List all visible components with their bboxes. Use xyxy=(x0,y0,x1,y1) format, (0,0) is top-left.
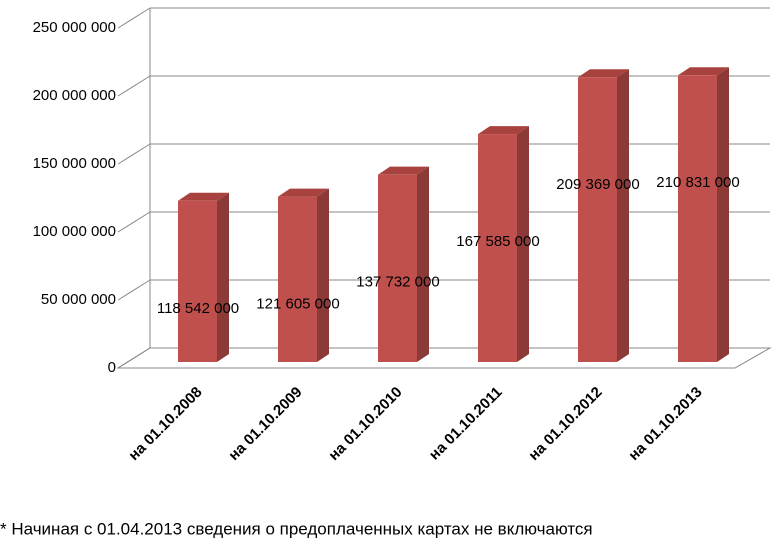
y-tick-label: 150 000 000 xyxy=(33,155,116,172)
side-grid-line xyxy=(117,279,151,301)
bar xyxy=(378,174,417,362)
bar-top xyxy=(178,192,229,201)
y-tick-label: 0 xyxy=(108,359,116,376)
x-tick-label: на 01.10.2008 xyxy=(125,384,205,464)
data-label: 118 542 000 xyxy=(157,300,239,317)
data-label: 167 585 000 xyxy=(456,233,539,250)
bar-side xyxy=(217,192,229,362)
x-tick-label: на 01.10.2009 xyxy=(225,384,305,464)
data-label: 137 732 000 xyxy=(356,274,439,291)
bar-top xyxy=(278,188,329,197)
bar-side xyxy=(717,67,729,362)
bar-side xyxy=(617,69,629,362)
bar xyxy=(278,196,317,362)
bar-side xyxy=(317,188,329,362)
side-grid-line xyxy=(117,75,151,97)
side-grid-line xyxy=(117,347,151,369)
bar xyxy=(478,134,517,362)
x-tick-label: на 01.10.2010 xyxy=(325,384,405,464)
y-tick-label: 50 000 000 xyxy=(41,291,116,308)
bar-side xyxy=(417,166,429,362)
x-tick-label: на 01.10.2012 xyxy=(525,384,605,464)
bar-top xyxy=(578,69,629,78)
x-tick-label: на 01.10.2011 xyxy=(426,384,506,464)
bar-top xyxy=(678,67,729,76)
data-label: 210 831 000 xyxy=(656,174,739,191)
bar xyxy=(178,200,217,362)
data-label: 209 369 000 xyxy=(556,176,639,193)
footnote: * Начиная с 01.04.2013 сведения о предоп… xyxy=(0,519,593,538)
y-tick-label: 200 000 000 xyxy=(33,87,116,104)
side-grid-line xyxy=(117,7,151,29)
data-label: 121 605 000 xyxy=(256,296,339,313)
y-tick-label: 100 000 000 xyxy=(33,223,116,240)
side-grid-line xyxy=(117,143,151,165)
x-tick-label: на 01.10.2013 xyxy=(625,384,705,464)
side-grid-line xyxy=(117,211,151,233)
bar-side xyxy=(517,126,529,362)
bar xyxy=(678,75,717,362)
bar-top xyxy=(478,126,529,135)
bar-top xyxy=(378,166,429,175)
y-tick-label: 250 000 000 xyxy=(33,19,116,36)
bar xyxy=(578,77,617,362)
